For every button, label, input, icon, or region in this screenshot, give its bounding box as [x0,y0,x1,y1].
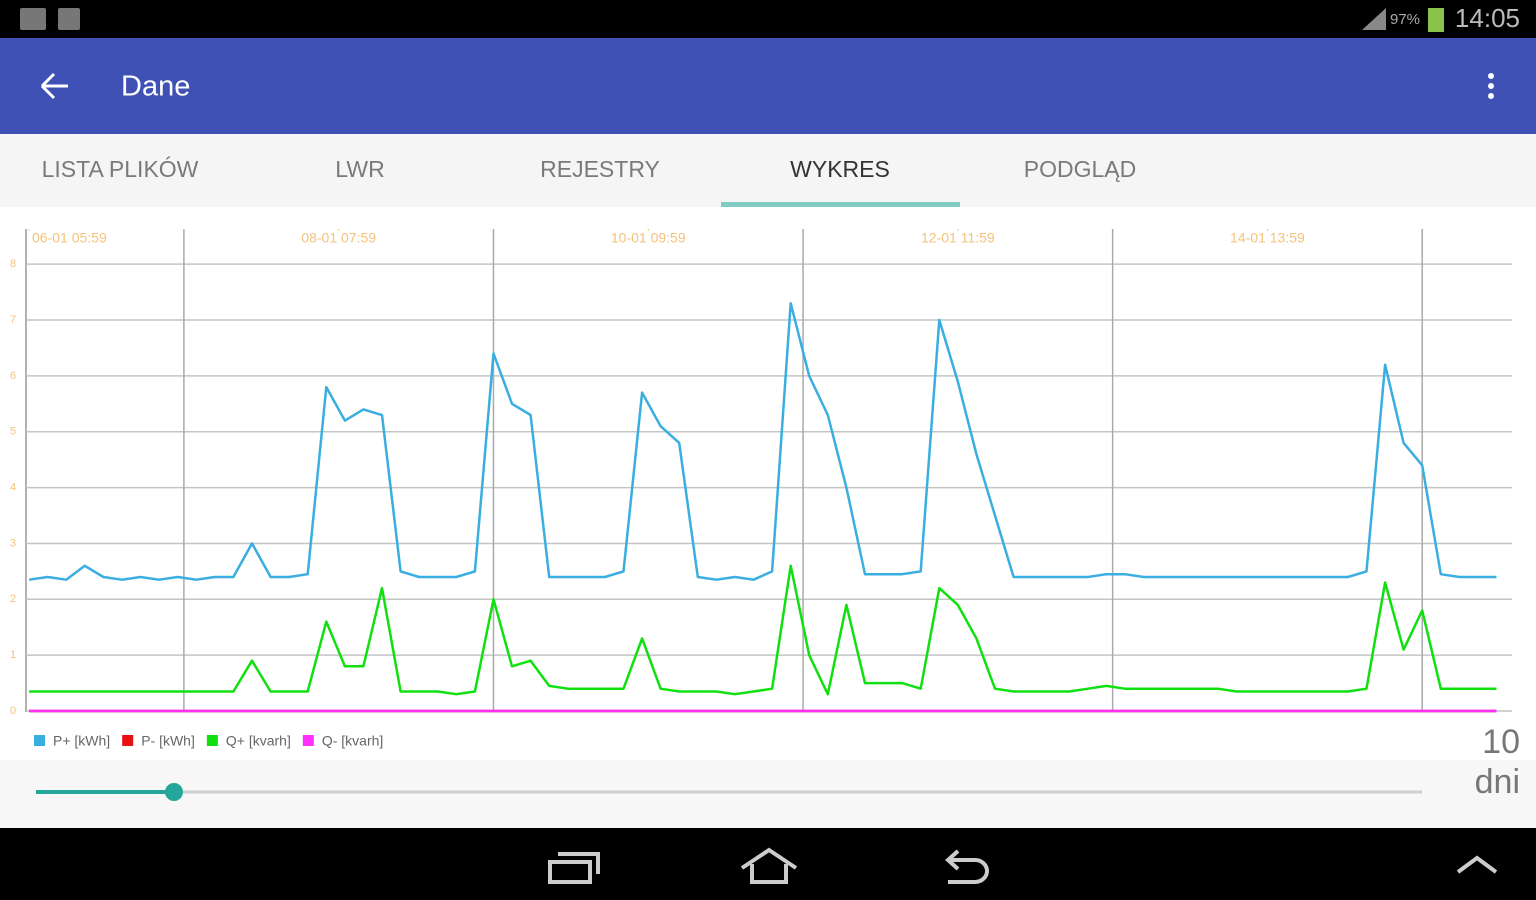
gallery-icon [20,8,46,30]
slider-area [0,760,1536,828]
app-title: Dane [121,71,190,103]
tab[interactable]: WYKRES [790,156,890,182]
range-value: 10 [1482,723,1520,761]
x-tick-label: 08-01 07:59 [301,230,376,246]
series-line [29,564,1497,696]
tab[interactable]: PODGLĄD [1024,156,1136,182]
legend-swatch [122,735,134,746]
legend-swatch [34,735,45,746]
tab[interactable]: REJESTRY [540,156,660,182]
legend-label: Q+ [kvarh] [226,733,291,749]
hide-button[interactable] [1456,855,1498,874]
y-tick-label: 1 [10,649,16,661]
chart-area [0,207,1536,760]
y-tick-label: 7 [10,314,16,326]
y-tick-label: 0 [10,705,16,717]
overflow-menu[interactable] [1488,73,1494,99]
legend-label: P+ [kWh] [53,733,110,749]
tab-indicator [721,202,960,207]
slider-thumb[interactable] [165,783,183,801]
x-tick-label: 12-01 11:59 [921,230,995,246]
status-bar [0,0,1536,38]
legend-label: P- [kWh] [141,733,195,749]
back-nav-button[interactable] [945,849,989,884]
y-tick-label: 3 [10,537,16,549]
series-line [28,302,1497,581]
x-tick-label: 06-01 05:59 [32,230,107,246]
back-button[interactable] [40,72,68,100]
x-tick-label: 14-01 13:59 [1230,230,1305,246]
legend-label: Q- [kvarh] [322,733,383,749]
y-tick-label: 5 [10,426,16,438]
tab[interactable]: LISTA PLIKÓW [42,156,199,182]
tab-bar [0,134,1536,207]
app-bar [0,38,1536,134]
nav-bar [0,828,1536,900]
y-tick-label: 2 [10,593,16,605]
sd-icon [58,8,80,30]
y-tick-label: 4 [10,481,16,493]
clock: 14:05 [1455,3,1520,33]
y-tick-label: 8 [10,258,16,270]
range-unit: dni [1475,763,1520,801]
signal-icon [1362,8,1386,30]
recents-button[interactable] [548,852,600,884]
legend-swatch [206,735,218,746]
x-tick-label: 10-01 09:59 [611,230,686,246]
battery-level: 97% [1390,11,1420,28]
home-button[interactable] [740,847,798,884]
legend-swatch [302,735,314,746]
tab[interactable]: LWR [335,156,384,182]
battery-icon [1428,8,1444,32]
y-tick-label: 6 [10,370,16,382]
